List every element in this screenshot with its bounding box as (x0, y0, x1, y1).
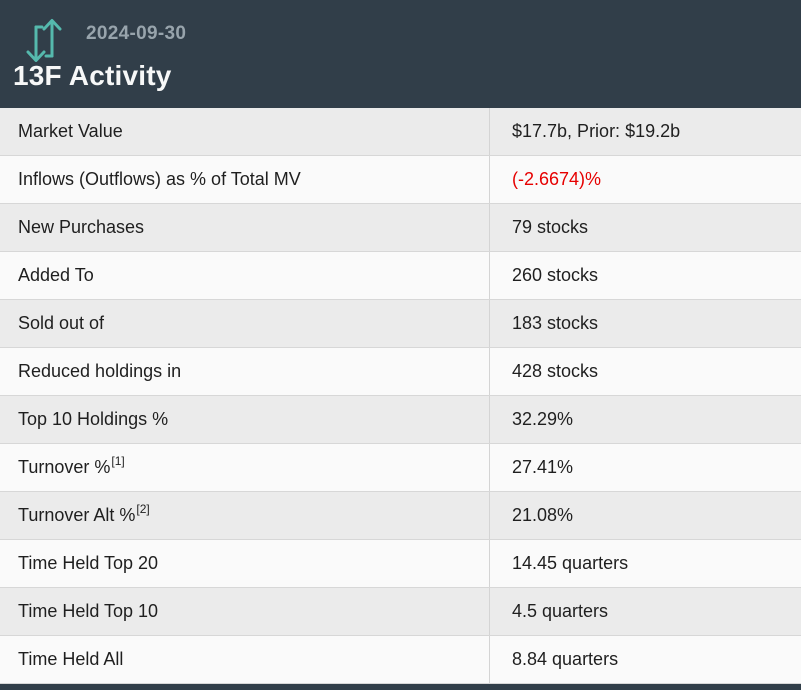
up-down-arrows-icon (23, 12, 65, 62)
activity-table: Market Value $17.7b, Prior: $19.2b Inflo… (0, 108, 801, 684)
table-row: Turnover Alt % [2] 21.08% (0, 492, 801, 540)
table-row: New Purchases 79 stocks (0, 204, 801, 252)
row-label: Top 10 Holdings % (0, 396, 490, 443)
widget-title: 13F Activity (13, 60, 172, 91)
row-value: 428 stocks (512, 361, 599, 381)
row-value: (-2.6674)% (512, 169, 602, 189)
row-value: 4.5 quarters (512, 601, 609, 621)
row-label-text: Market Value (18, 121, 123, 141)
report-date: 2024-09-30 (86, 23, 187, 44)
row-label: Market Value (0, 108, 490, 155)
table-row: Market Value $17.7b, Prior: $19.2b (0, 108, 801, 156)
widget-header: 2024-09-30 13F Activity (0, 0, 801, 108)
footnote-marker: [2] (136, 501, 150, 516)
row-label: Sold out of (0, 300, 490, 347)
row-label-text: Time Held Top 10 (18, 601, 159, 621)
row-value: 21.08% (512, 505, 574, 525)
row-label: Time Held All (0, 636, 490, 683)
table-row: Time Held Top 10 4.5 quarters (0, 588, 801, 636)
row-value: 183 stocks (512, 313, 599, 333)
row-label-text: New Purchases (18, 217, 145, 237)
row-label-text: Turnover % (18, 457, 111, 477)
table-row: Top 10 Holdings % 32.29% (0, 396, 801, 444)
row-value: 27.41% (512, 457, 574, 477)
row-value: 14.45 quarters (512, 553, 629, 573)
row-label-text: Added To (18, 265, 94, 285)
table-row: Added To 260 stocks (0, 252, 801, 300)
row-value: 32.29% (512, 409, 574, 429)
table-row: Sold out of 183 stocks (0, 300, 801, 348)
row-value: 260 stocks (512, 265, 599, 285)
table-row: Reduced holdings in 428 stocks (0, 348, 801, 396)
header-top-row: 2024-09-30 (12, 10, 801, 64)
row-label-text: Time Held All (18, 649, 124, 669)
row-value: 79 stocks (512, 217, 589, 237)
table-row: Turnover % [1] 27.41% (0, 444, 801, 492)
row-label: New Purchases (0, 204, 490, 251)
row-label: Reduced holdings in (0, 348, 490, 395)
row-label: Time Held Top 20 (0, 540, 490, 587)
table-row: Inflows (Outflows) as % of Total MV (-2.… (0, 156, 801, 204)
row-label-text: Turnover Alt % (18, 505, 136, 525)
table-row: Time Held All 8.84 quarters (0, 636, 801, 684)
row-label: Added To (0, 252, 490, 299)
row-label: Turnover Alt % [2] (0, 492, 490, 539)
footnote-marker: [1] (111, 453, 125, 468)
row-label-text: Top 10 Holdings % (18, 409, 169, 429)
row-value: $17.7b, Prior: $19.2b (512, 121, 681, 141)
row-label: Time Held Top 10 (0, 588, 490, 635)
row-label-text: Time Held Top 20 (18, 553, 159, 573)
row-label-text: Reduced holdings in (18, 361, 182, 381)
row-label: Turnover % [1] (0, 444, 490, 491)
row-label-text: Sold out of (18, 313, 105, 333)
row-value: 8.84 quarters (512, 649, 619, 669)
bottom-bar (0, 684, 801, 690)
table-row: Time Held Top 20 14.45 quarters (0, 540, 801, 588)
row-label: Inflows (Outflows) as % of Total MV (0, 156, 490, 203)
row-label-text: Inflows (Outflows) as % of Total MV (18, 169, 301, 189)
